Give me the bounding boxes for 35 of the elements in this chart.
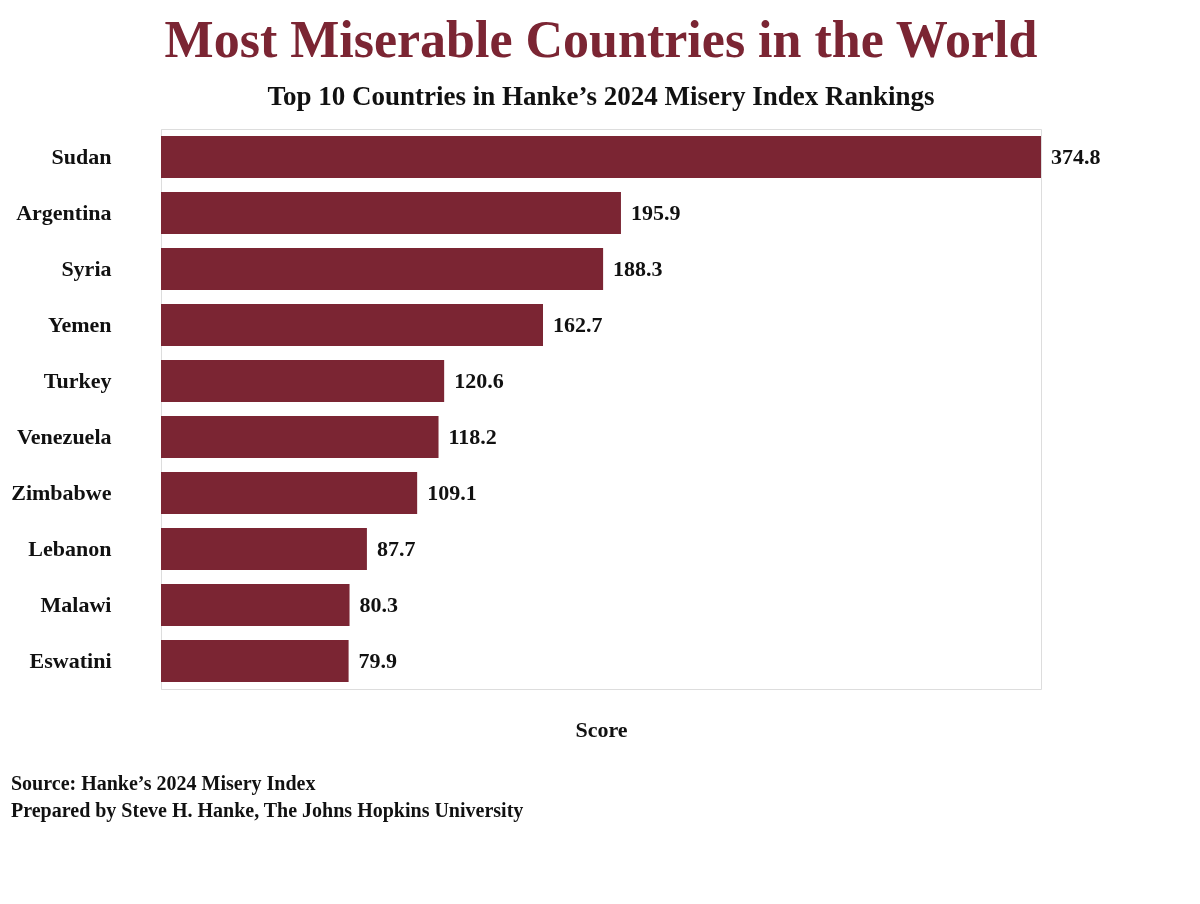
y-tick-label: Sudan <box>51 144 112 169</box>
data-label: 195.9 <box>630 200 681 225</box>
bar <box>161 360 445 402</box>
y-tick-label: Yemen <box>47 312 112 337</box>
text: Prepared by Steve H. Hanke, The Johns Hopkins University <box>11 799 524 822</box>
bar <box>161 248 604 290</box>
y-tick-label: Malawi <box>40 592 112 617</box>
bar <box>161 416 439 458</box>
data-label: 188.3 <box>613 256 663 281</box>
y-tick-label: Zimbabwe <box>11 480 112 505</box>
data-label: 374.8 <box>1051 144 1101 169</box>
bar <box>161 304 544 346</box>
bar <box>161 472 418 514</box>
bar <box>161 640 349 682</box>
data-label: 109.1 <box>427 480 477 505</box>
data-label: 118.2 <box>448 424 497 449</box>
chart-subtitle: Top 10 Countries in Hanke’s 2024 Misery Index Rankings <box>267 81 935 111</box>
data-label: 120.6 <box>454 368 504 393</box>
bar <box>161 192 621 234</box>
data-label: 162.7 <box>553 312 603 337</box>
data-label: 80.3 <box>359 592 399 617</box>
y-tick-label: Lebanon <box>28 536 112 561</box>
y-tick-label: Eswatini <box>29 648 112 673</box>
y-tick-label: Syria <box>61 256 112 281</box>
data-label: 79.9 <box>358 648 398 673</box>
bar <box>161 136 1041 178</box>
y-tick-label: Argentina <box>16 200 112 225</box>
bar <box>161 584 350 626</box>
chart-title: Most Miserable Countries in the World <box>164 11 1038 68</box>
y-tick-label: Venezuela <box>16 424 112 449</box>
source-note: Source: Hanke’s 2024 Misery Index <box>11 772 316 795</box>
data-label: 87.7 <box>376 536 416 561</box>
bar <box>161 528 367 570</box>
x-axis-title: Score <box>575 716 628 742</box>
y-tick-label: Turkey <box>43 368 112 393</box>
